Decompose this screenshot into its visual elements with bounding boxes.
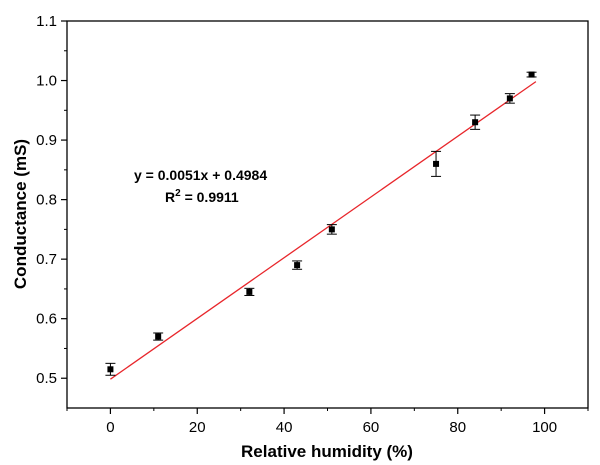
- data-point: [431, 150, 442, 177]
- point-marker: [294, 262, 301, 269]
- data-point: [292, 260, 303, 270]
- r-squared: R2 = 0.9911: [165, 188, 239, 205]
- x-tick-label: 0: [106, 419, 114, 436]
- y-axis-title: Conductance (mS): [11, 139, 30, 289]
- y-tick-label: 0.5: [36, 370, 57, 387]
- point-marker: [246, 288, 253, 295]
- data-point: [504, 93, 515, 104]
- point-marker: [328, 226, 335, 233]
- data-point: [526, 71, 537, 78]
- y-tick-label: 1.0: [36, 73, 57, 90]
- data-point: [470, 114, 481, 130]
- data-point: [105, 362, 116, 376]
- point-marker: [155, 333, 162, 340]
- plot-frame: [66, 20, 589, 409]
- ticks: 0 20 40 60 80 100 0.5 0.6 0.7 0.8 0.9 1.0 1.1: [36, 13, 589, 436]
- point-marker: [107, 366, 114, 373]
- x-tick-label: 80: [449, 419, 466, 436]
- data-point: [244, 287, 255, 296]
- x-axis-title: Relative humidity (%): [241, 442, 413, 461]
- fit-line: [110, 81, 537, 380]
- x-tick-label: 100: [532, 419, 557, 436]
- x-tick-label: 60: [363, 419, 380, 436]
- data-points: [105, 71, 537, 376]
- point-marker: [472, 119, 479, 126]
- y-tick-label: 0.9: [36, 132, 57, 149]
- point-marker: [433, 160, 440, 167]
- point-marker: [528, 71, 535, 78]
- y-tick-label: 0.7: [36, 251, 57, 268]
- x-tick-label: 20: [189, 419, 206, 436]
- y-tick-label: 0.6: [36, 311, 57, 328]
- y-tick-label: 1.1: [36, 13, 57, 30]
- fit-equation: y = 0.0051x + 0.4984: [134, 167, 267, 183]
- data-point: [153, 332, 164, 341]
- x-tick-label: 40: [276, 419, 293, 436]
- y-tick-label: 0.8: [36, 192, 57, 209]
- data-point: [326, 224, 337, 235]
- point-marker: [506, 95, 513, 102]
